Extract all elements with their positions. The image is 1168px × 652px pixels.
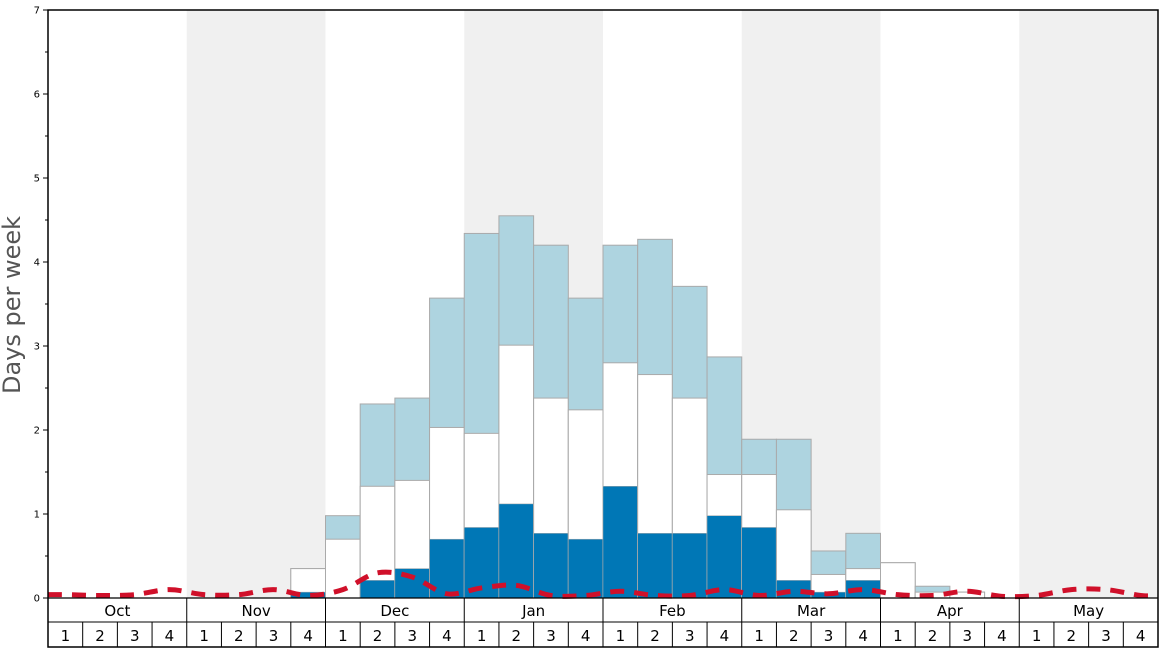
month-band-may bbox=[1019, 10, 1158, 598]
bar-mar-w2 bbox=[775, 438, 812, 599]
month-label-nov: Nov bbox=[241, 602, 270, 620]
bar-jan-w3 bbox=[533, 244, 569, 599]
week-label: 3 bbox=[130, 627, 140, 645]
y-tick-label: 7 bbox=[34, 6, 40, 17]
y-tick-label: 1 bbox=[34, 510, 40, 521]
week-label: 3 bbox=[407, 627, 417, 645]
bar-feb-w1 bbox=[602, 244, 639, 599]
bar-feb-w3 bbox=[671, 285, 708, 599]
week-label: 2 bbox=[789, 627, 799, 645]
bar-apr-w1 bbox=[880, 562, 916, 599]
week-label: 1 bbox=[338, 627, 348, 645]
month-label-dec: Dec bbox=[380, 602, 409, 620]
week-label: 4 bbox=[997, 627, 1007, 645]
week-label: 2 bbox=[512, 627, 522, 645]
bar-bottom-layer bbox=[568, 538, 604, 599]
bar-middle-layer bbox=[880, 562, 916, 599]
week-label: 2 bbox=[234, 627, 244, 645]
week-label: 3 bbox=[685, 627, 695, 645]
bar-bottom-layer bbox=[637, 533, 673, 599]
week-label: 2 bbox=[95, 627, 105, 645]
bar-bottom-layer bbox=[359, 580, 396, 599]
y-tick-label: 2 bbox=[34, 426, 40, 437]
bar-bottom-layer bbox=[741, 527, 777, 599]
bar-mar-w3 bbox=[810, 550, 847, 599]
bar-bottom-layer bbox=[602, 486, 638, 599]
week-label: 4 bbox=[442, 627, 452, 645]
bar-jan-w4 bbox=[567, 297, 604, 599]
bar-bottom-layer bbox=[776, 580, 812, 599]
y-axis-label: Days per week bbox=[0, 216, 26, 394]
y-tick-label: 0 bbox=[34, 594, 40, 605]
bar-jan-w1 bbox=[463, 232, 500, 599]
week-label: 1 bbox=[893, 627, 903, 645]
x-axis: Oct Nov Dec Jan Feb Mar Apr May 1 2 3 4 1 2 3 4 1 2 3 4 1 2 3 4… bbox=[47, 597, 1158, 647]
y-tick-label: 6 bbox=[34, 90, 40, 101]
dashed-line-group bbox=[47, 569, 1159, 600]
bar-bottom-layer bbox=[498, 503, 534, 599]
week-label: 2 bbox=[928, 627, 938, 645]
bar-jan-w2 bbox=[498, 215, 535, 599]
y-tick-label: 5 bbox=[34, 174, 40, 185]
month-label-jan: Jan bbox=[521, 602, 545, 620]
week-label: 2 bbox=[1067, 627, 1077, 645]
bar-dec-w4 bbox=[429, 297, 465, 599]
bar-dec-w2 bbox=[359, 403, 396, 599]
bar-bottom-layer bbox=[672, 533, 708, 599]
week-label: 3 bbox=[546, 627, 556, 645]
month-label-mar: Mar bbox=[797, 602, 826, 620]
week-label: 2 bbox=[373, 627, 383, 645]
month-label-feb: Feb bbox=[659, 602, 686, 620]
week-label: 4 bbox=[303, 627, 313, 645]
week-label: 4 bbox=[858, 627, 868, 645]
week-label: 1 bbox=[1032, 627, 1042, 645]
week-label: 1 bbox=[199, 627, 209, 645]
week-label: 4 bbox=[1136, 627, 1146, 645]
bar-mar-w1 bbox=[741, 438, 777, 599]
month-band-nov bbox=[186, 10, 326, 598]
week-label: 1 bbox=[616, 627, 626, 645]
bar-feb-w2 bbox=[637, 238, 673, 599]
week-label: 3 bbox=[269, 627, 279, 645]
week-label: 2 bbox=[650, 627, 660, 645]
y-tick-label: 4 bbox=[34, 258, 40, 269]
month-label-oct: Oct bbox=[104, 602, 130, 620]
bar-bottom-layer bbox=[533, 533, 569, 599]
bar-bottom-layer bbox=[706, 515, 742, 599]
month-label-apr: Apr bbox=[937, 602, 964, 620]
week-label: 3 bbox=[962, 627, 972, 645]
week-label: 1 bbox=[61, 627, 71, 645]
bar-feb-w4 bbox=[706, 356, 743, 599]
week-label: 4 bbox=[720, 627, 730, 645]
month-label-may: May bbox=[1073, 602, 1104, 620]
week-label: 3 bbox=[1101, 627, 1111, 645]
week-label: 4 bbox=[581, 627, 591, 645]
week-label: 1 bbox=[477, 627, 487, 645]
week-label: 3 bbox=[824, 627, 834, 645]
bar-dec-w1 bbox=[325, 515, 361, 599]
week-label: 1 bbox=[754, 627, 764, 645]
week-label: 4 bbox=[165, 627, 175, 645]
bar-dec-w3 bbox=[394, 397, 431, 599]
y-tick-label: 3 bbox=[34, 342, 40, 353]
dashed-series-line bbox=[47, 569, 1159, 600]
